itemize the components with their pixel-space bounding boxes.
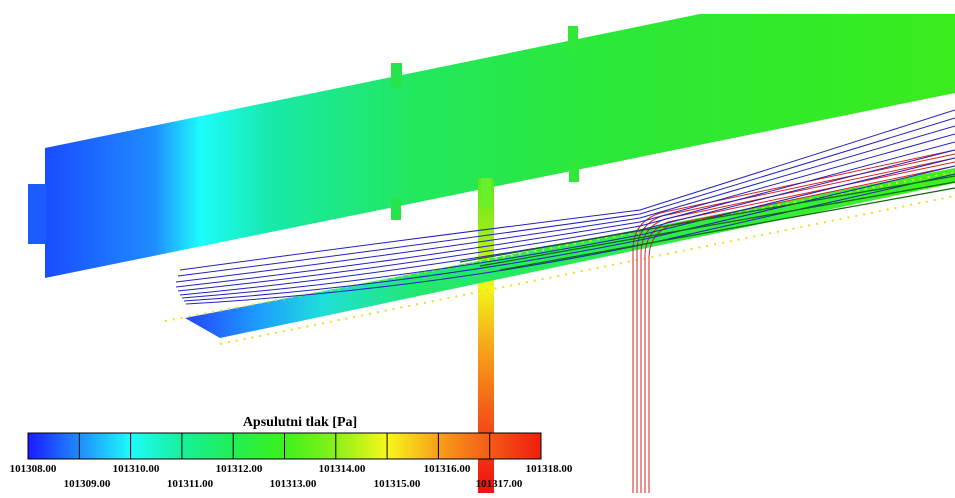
legend-tick-label: 101311.00: [166, 478, 214, 490]
legend-tick-label: 101308.00: [9, 463, 57, 475]
plate-streamlines: [459, 175, 955, 271]
upper-plate: [28, 14, 955, 278]
legend-tick-label: 101313.00: [269, 478, 317, 490]
legend-tick-label: 101309.00: [63, 478, 111, 490]
legend-tick-label: 101316.00: [423, 463, 471, 475]
legend-colorbar: [27, 432, 542, 460]
legend-tick-label: 101318.00: [525, 463, 573, 475]
inflow-streamlines: [175, 109, 955, 305]
legend-tick-label: 101312.00: [215, 463, 263, 475]
legend-title: Apsulutni tlak [Pa]: [242, 415, 358, 430]
legend-tick-label: 101317.00: [475, 478, 523, 490]
legend-tick-label: 101314.00: [318, 463, 366, 475]
legend-tick-label: 101310.00: [112, 463, 160, 475]
legend-tick-label: 101315.00: [373, 478, 421, 490]
